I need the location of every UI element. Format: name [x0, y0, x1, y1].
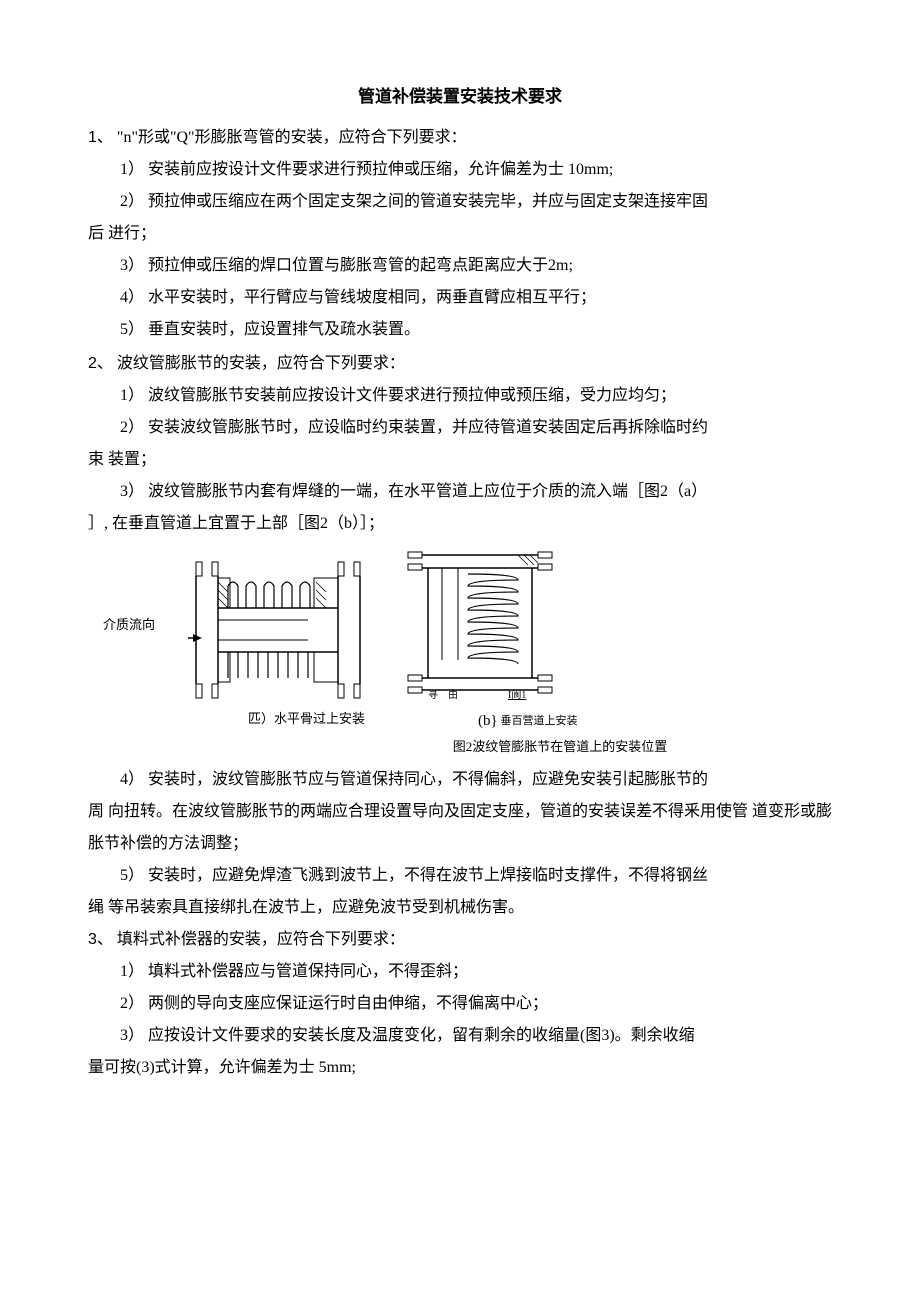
sec2-item3b: ］, 在垂直管道上宜置于上部［图2（b）］；: [88, 508, 832, 540]
sec3-item1: 1） 填料式补偿器应与管道保持同心，不得歪斜；: [88, 956, 832, 988]
caption-2b-prefix: (b}: [478, 713, 498, 729]
sec1-item1: 1） 安装前应按设计文件要求进行预拉伸或压缩，允许偏差为士 10mm;: [88, 154, 832, 186]
sec2-item1: 1） 波纹管膨胀节安装前应按设计文件要求进行预拉伸或预压缩，受力应均匀；: [88, 380, 832, 412]
section-2: 2、 波纹管膨胀节的安装，应符合下列要求： 1） 波纹管膨胀节安装前应按设计文件…: [88, 348, 832, 540]
sec2-item3: 3） 波纹管膨胀节内套有焊缝的一端，在水平管道上应位于介质的流入端［图2（a）: [88, 476, 832, 508]
svg-text:I阆1: I阆1: [508, 688, 526, 700]
caption-2b: (b} 垂百营道上安装: [478, 706, 577, 736]
sec1-item4: 4） 水平安装时，平行臂应与管线坡度相同，两垂直臂应相互平行；: [88, 282, 832, 314]
sec2-item4: 4） 安装时，波纹管膨胀节应与管道保持同心，不得偏斜，应避免安装引起膨胀节的: [88, 764, 832, 796]
sec2-item2b: 束 装置；: [88, 444, 832, 476]
sec2-item2: 2） 安装波纹管膨胀节时，应设临时约束装置，并应待管道安装固定后再拆除临时约: [88, 412, 832, 444]
section-1: 1、 "n"形或"Q"形膨胀弯管的安装，应符合下列要求： 1） 安装前应按设计文…: [88, 122, 832, 346]
sec3-item3b: 量可按(3)式计算，允许偏差为士 5mm;: [88, 1052, 832, 1084]
svg-text:由: 由: [448, 688, 458, 700]
doc-title: 管道补偿装置安装技术要求: [88, 80, 832, 114]
figure-2b: 寻 由 I阆1: [398, 550, 568, 700]
figure-2a: [188, 560, 368, 700]
figure-2-title: 图2波纹管膨胀节在管道上的安装位置: [288, 734, 832, 760]
sec3-item2: 2） 两侧的导向支座应保证运行时自由伸缩，不得偏离中心；: [88, 988, 832, 1020]
sec1-item5: 5） 垂直安装时，应设置排气及疏水装置。: [88, 314, 832, 346]
sec2-head: 波纹管膨胀节的安装，应符合下列要求：: [113, 355, 405, 372]
sec3-head: 填料式补偿器的安装，应符合下列要求：: [113, 931, 405, 948]
sec1-item3: 3） 预拉伸或压缩的焊口位置与膨胀弯管的起弯点距离应大于2m;: [88, 250, 832, 282]
sec3-num: 3、: [88, 931, 113, 948]
figure-2: 介质流向: [188, 550, 832, 760]
sec2-item5b: 绳 等吊装索具直接绑扎在波节上，应避免波节受到机械伤害。: [88, 892, 832, 924]
section-3: 3、 填料式补偿器的安装，应符合下列要求： 1） 填料式补偿器应与管道保持同心，…: [88, 924, 832, 1084]
sec2-item4b: 周 向扭转。在波纹管膨胀节的两端应合理设置导向及固定支座，管道的安装误差不得釆用…: [88, 796, 832, 860]
caption-2b-text: 垂百营道上安装: [498, 715, 578, 727]
svg-text:寻: 寻: [428, 689, 438, 700]
bellows-vertical-icon: 寻 由 I阆1: [398, 550, 568, 700]
sec2-item5: 5） 安装时，应避免焊渣飞溅到波节上，不得在波节上焊接临时支撑件，不得将钢丝: [88, 860, 832, 892]
sec2-num: 2、: [88, 355, 113, 372]
sec3-item3: 3） 应按设计文件要求的安装长度及温度变化，留有剩余的收缩量(图3)。剩余收缩: [88, 1020, 832, 1052]
flow-label: 介质流向: [103, 612, 155, 638]
sec1-item2b: 后 进行；: [88, 218, 832, 250]
bellows-horizontal-icon: [188, 560, 368, 700]
sec1-item2: 2） 预拉伸或压缩应在两个固定支架之间的管道安装完毕，并应与固定支架连接牢固: [88, 186, 832, 218]
caption-2a: 匹）水平骨过上安装: [248, 706, 448, 736]
sec1-num: 1、: [88, 129, 113, 146]
sec1-head: "n"形或"Q"形膨胀弯管的安装，应符合下列要求：: [113, 129, 467, 146]
